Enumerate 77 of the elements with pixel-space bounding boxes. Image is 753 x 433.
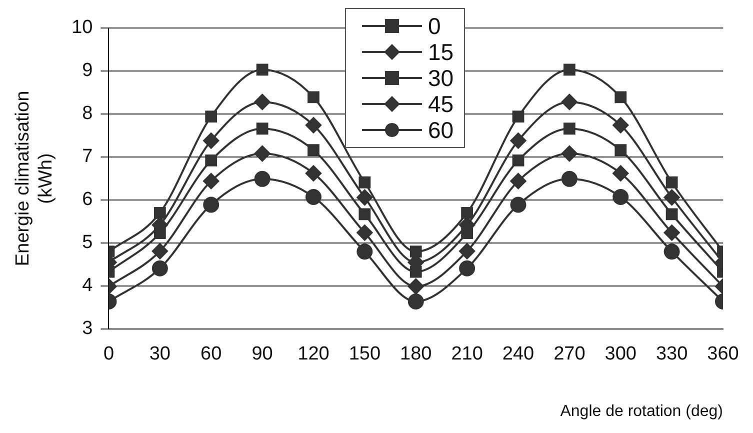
y-tick-label: 10 [72,17,93,38]
point [408,278,424,294]
point [256,64,268,76]
x-tick-label: 60 [200,344,222,365]
point [203,132,220,149]
point [308,91,320,104]
point [510,132,526,149]
y-tick-label: 3 [82,318,93,340]
y-tick-label: 7 [82,146,93,168]
x-tick-label: 90 [252,344,273,365]
x-tick-label: 300 [604,344,636,365]
legend-label: 45 [428,90,454,118]
point [356,189,373,206]
point [459,260,476,276]
point [510,173,526,190]
point [561,170,578,187]
x-tick-label: 0 [103,344,114,365]
x-tick-label: 120 [298,344,330,365]
point [254,94,270,110]
point [358,176,371,188]
point [563,122,576,135]
point [461,206,474,219]
point [512,154,524,166]
point [356,244,373,260]
x-tick-label: 150 [348,344,381,365]
point [563,64,576,76]
y-axis-title: Energie climatisation (kWh) [12,90,56,266]
x-tick-label: 30 [149,344,170,365]
x-axis-title: Angle de rotation (deg) [560,402,723,420]
point [205,110,218,123]
y-tick-label: 4 [82,275,94,296]
point [152,243,168,260]
point [305,188,322,205]
point [612,188,629,205]
point [305,117,322,134]
x-tick-label: 180 [400,344,432,365]
y-tick-label: 9 [82,60,93,82]
point [305,165,322,182]
point [356,224,373,241]
point [561,146,578,162]
legend-label: 0 [428,12,441,40]
y-tick-label: 5 [82,232,93,254]
point [358,208,371,220]
x-tick-label: 270 [554,344,586,365]
point [612,165,629,182]
point [614,144,627,156]
point [664,244,680,260]
point [203,196,220,213]
point [459,243,476,260]
point [512,110,524,123]
legend-label: 30 [428,64,454,92]
point [510,196,526,213]
point [152,260,168,276]
point [561,94,578,110]
point [408,293,424,310]
point [308,144,320,156]
point [666,176,678,188]
point [205,154,218,166]
point [254,170,270,187]
x-tick-label: 360 [707,344,739,365]
y-tick-label: 6 [82,189,93,210]
point [664,189,680,206]
point [256,122,268,135]
point [612,117,629,134]
y-tick-label: 8 [82,103,93,124]
legend-label: 60 [428,116,454,144]
point [254,146,270,162]
point [664,224,680,241]
x-tick-label: 210 [451,344,483,365]
point [666,208,678,220]
point [154,206,166,219]
x-tick-label: 330 [656,344,688,365]
point [410,246,422,258]
x-tick-label: 240 [502,344,534,365]
point [614,91,627,104]
legend-label: 15 [428,38,454,66]
point [203,173,220,190]
